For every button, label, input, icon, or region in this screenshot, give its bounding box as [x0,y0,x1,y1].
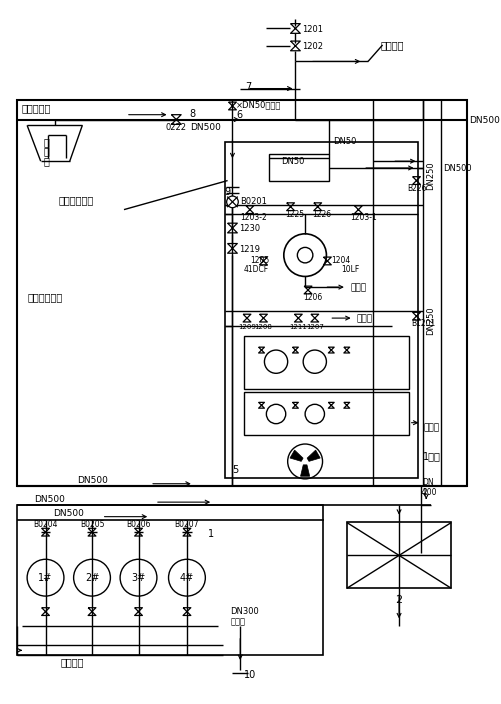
Bar [346,522,450,589]
Text: 4#: 4# [179,572,194,583]
Text: 5: 5 [232,465,238,475]
Text: DN250: DN250 [425,307,434,335]
Text: 7: 7 [244,82,251,92]
Text: DN50: DN50 [281,157,304,165]
Bar [224,142,418,478]
Text: 坝前供水: 坝前供水 [380,40,403,50]
Text: 1#: 1# [38,572,53,583]
Text: 8: 8 [189,108,195,119]
Bar [269,154,329,180]
Text: 排尾水: 排尾水 [356,315,372,324]
Text: 1203-2: 1203-2 [240,213,267,222]
Text: 沉淀池供水: 沉淀池供水 [21,103,51,113]
Text: DN500: DN500 [468,116,498,125]
Text: 1204: 1204 [331,256,350,265]
Text: DN500: DN500 [189,122,220,132]
Text: 4: 4 [419,489,426,498]
Text: 41DCF: 41DCF [243,265,269,274]
Circle shape [226,196,238,208]
Bar [18,100,466,486]
Polygon shape [300,465,309,477]
Text: 排尾水: 排尾水 [422,423,438,432]
Text: DN
200: DN 200 [421,478,436,497]
Text: DN500: DN500 [77,477,108,485]
Text: B0201: B0201 [240,197,267,206]
Text: 1211: 1211 [289,324,307,329]
Text: 沉: 沉 [44,137,49,147]
Text: 3#: 3# [131,572,145,583]
Text: 1206: 1206 [303,294,322,302]
Text: 2#: 2# [85,572,99,583]
Text: 6: 6 [236,110,242,120]
Text: 9: 9 [224,187,230,197]
Polygon shape [290,450,303,461]
Text: B0207: B0207 [174,520,199,529]
Text: 闭式循环供水: 闭式循环供水 [58,195,93,205]
Text: 1226: 1226 [311,210,330,219]
Text: DN50: DN50 [333,137,356,146]
Text: 0222: 0222 [165,122,186,132]
Text: DN500: DN500 [53,509,84,518]
Text: 闭式循环回水: 闭式循环回水 [27,291,62,302]
Bar [18,505,322,655]
Text: DN300
溢流管: DN300 溢流管 [230,607,259,626]
Text: 1201: 1201 [302,25,323,34]
Text: 淀: 淀 [44,146,49,156]
Text: 2: 2 [395,595,402,605]
Text: 1209: 1209 [237,324,256,329]
Text: 10LF: 10LF [340,265,359,274]
Text: DN250: DN250 [425,161,434,190]
Text: 1207: 1207 [305,324,323,329]
Text: 1: 1 [208,529,214,539]
Text: 1号机: 1号机 [422,451,440,462]
Text: 1203-1: 1203-1 [350,213,377,222]
Text: 排尾水: 排尾水 [350,284,366,293]
Text: DN500: DN500 [34,495,65,504]
Text: B1201: B1201 [411,320,435,328]
Polygon shape [307,450,320,461]
Text: 池: 池 [44,156,49,166]
Text: ×DN50排水管: ×DN50排水管 [236,101,281,110]
Text: 1208: 1208 [254,324,272,329]
Text: 循环水池: 循环水池 [61,657,84,667]
Text: B0205: B0205 [80,520,104,529]
Text: DN500: DN500 [443,165,471,173]
Text: B0204: B0204 [33,520,58,529]
Text: B226: B226 [406,184,425,193]
Text: 1230: 1230 [239,225,260,234]
Text: B0206: B0206 [126,520,150,529]
Text: 1225: 1225 [284,210,303,219]
Text: 1219: 1219 [239,245,260,254]
Text: 1205: 1205 [249,256,269,265]
Bar [243,391,408,435]
Text: 1202: 1202 [302,42,323,51]
Text: 10: 10 [243,670,256,679]
Bar [243,336,408,389]
